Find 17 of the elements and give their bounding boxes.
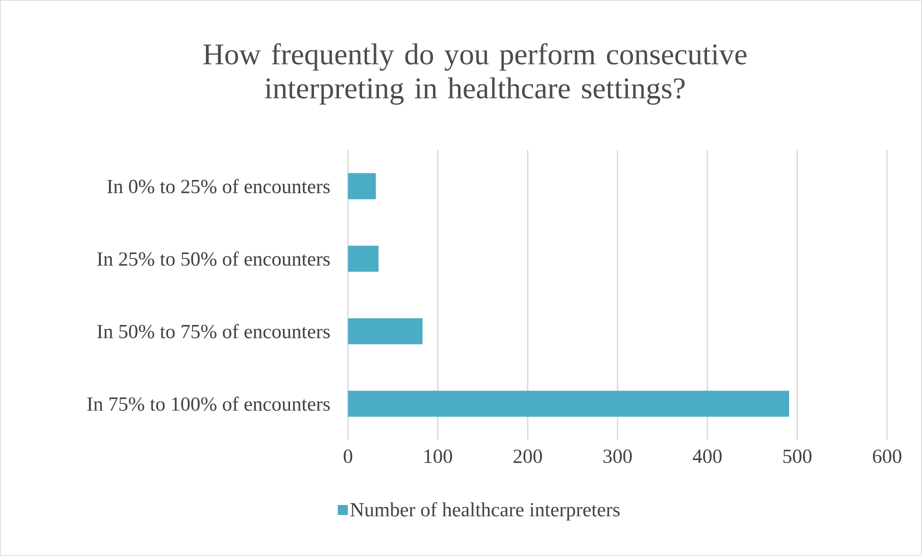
- x-tick-label: 600: [872, 450, 902, 464]
- x-tick-label: 500: [783, 450, 812, 464]
- legend-label: Number of healthcare interpreters: [350, 502, 620, 521]
- bar: [348, 318, 423, 344]
- x-tick-label: 0: [344, 450, 352, 464]
- y-tick-label: In 75% to 100% of encounters: [87, 396, 330, 411]
- bar: [348, 173, 376, 200]
- bar: [348, 246, 379, 272]
- x-tick-label: 300: [603, 450, 632, 464]
- y-tick-label: In 0% to 25% of encounters: [107, 179, 330, 194]
- x-tick-label: 200: [514, 450, 542, 464]
- y-tick-label: In 50% to 75% of encounters: [97, 324, 330, 338]
- x-tick-label: 100: [424, 450, 452, 464]
- y-tick-label: In 25% to 50% of encounters: [97, 252, 330, 266]
- bar: [348, 390, 790, 417]
- chart-title: How frequently do you perform consecutive interpreting in healthcare settings?: [203, 43, 746, 105]
- x-tick-label: 400: [692, 450, 722, 464]
